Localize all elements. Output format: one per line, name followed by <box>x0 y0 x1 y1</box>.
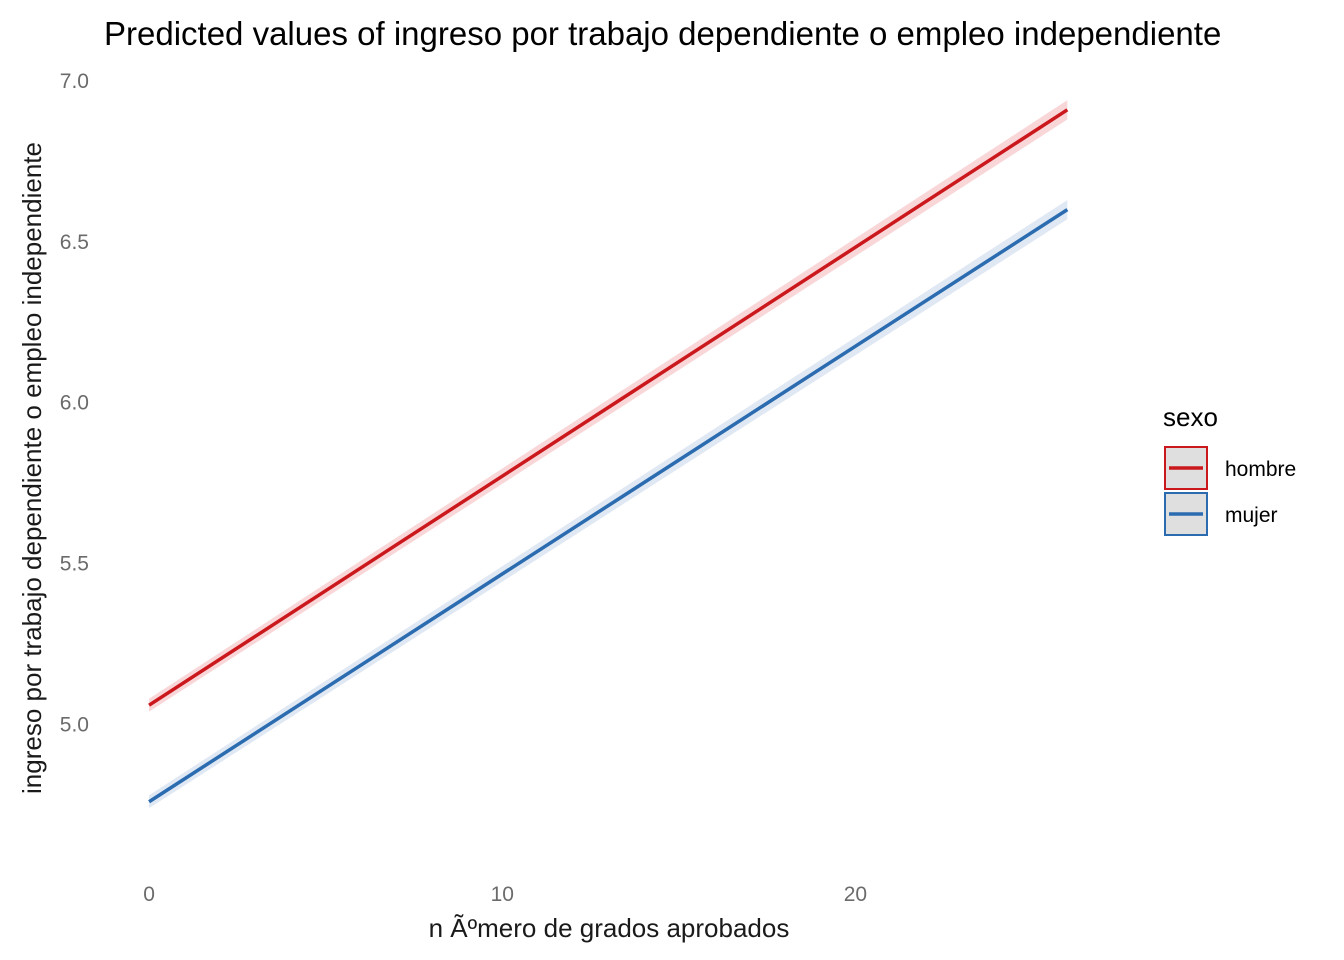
y-tick-label: 5.0 <box>60 713 89 736</box>
y-axis-ticks: 5.0 5.5 6.0 6.5 7.0 <box>60 70 89 737</box>
chart-title: Predicted values of ingreso por trabajo … <box>104 15 1221 52</box>
x-tick-label: 10 <box>491 883 514 906</box>
x-tick-label: 20 <box>844 883 867 906</box>
x-tick-label: 0 <box>143 883 155 906</box>
y-axis-label: ingreso por trabajo dependiente o empleo… <box>17 142 47 794</box>
legend-label: hombre <box>1225 458 1296 481</box>
legend-title: sexo <box>1163 402 1218 432</box>
series-lines <box>148 108 1069 804</box>
y-tick-label: 6.0 <box>60 392 89 415</box>
y-tick-label: 6.5 <box>60 231 89 254</box>
y-tick-label: 7.0 <box>60 70 89 93</box>
series-line-hombre <box>148 108 1069 707</box>
y-tick-label: 5.5 <box>60 553 89 576</box>
legend: sexo hombre mujer <box>1163 402 1296 536</box>
x-axis-ticks: 0 10 20 <box>143 883 867 906</box>
legend-items: hombre mujer <box>1164 446 1296 536</box>
x-axis-label: n Ãºmero de grados aprobados <box>429 913 790 943</box>
legend-label: mujer <box>1225 504 1278 527</box>
plot-area <box>148 100 1069 809</box>
legend-item-hombre: hombre <box>1164 446 1296 490</box>
series-line-mujer <box>148 208 1069 804</box>
legend-item-mujer: mujer <box>1164 492 1278 536</box>
